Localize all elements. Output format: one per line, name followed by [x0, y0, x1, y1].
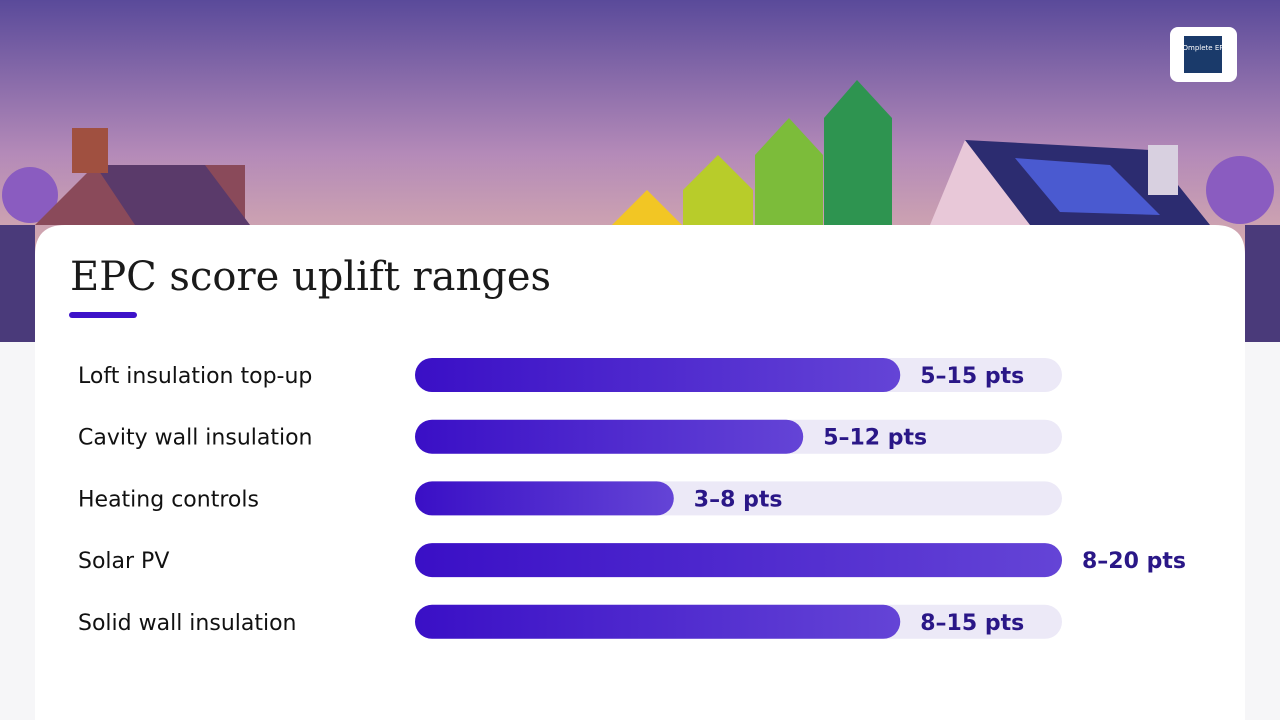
category-label: Cavity wall insulation — [78, 426, 313, 451]
category-label: Solid wall insulation — [78, 611, 297, 636]
value-label: 5–15 pts — [920, 364, 1024, 389]
bar — [415, 419, 804, 454]
chart-title: EPC score uplift ranges — [70, 254, 551, 300]
bar — [415, 481, 674, 516]
logo-text: COmplete EPC — [1178, 44, 1229, 52]
card — [35, 225, 1245, 720]
bar — [415, 604, 901, 639]
title-underline — [69, 312, 137, 318]
bar — [415, 543, 1062, 578]
category-label: Loft insulation top-up — [78, 364, 312, 389]
category-label: Solar PV — [78, 549, 169, 574]
value-label: 8–20 pts — [1082, 549, 1186, 574]
bar — [415, 358, 901, 392]
value-label: 8–15 pts — [920, 611, 1024, 636]
value-label: 3–8 pts — [694, 487, 783, 512]
category-label: Heating controls — [78, 487, 259, 512]
value-label: 5–12 pts — [823, 426, 927, 451]
